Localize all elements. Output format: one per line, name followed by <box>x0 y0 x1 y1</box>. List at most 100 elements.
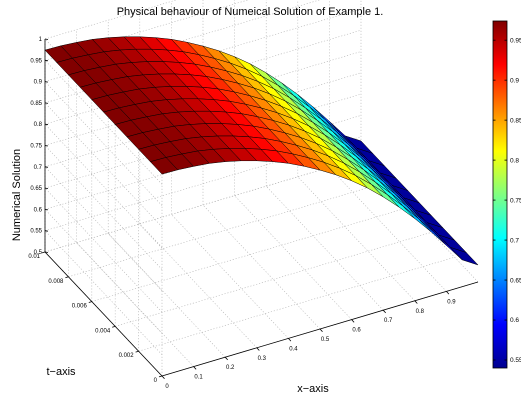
grid-line <box>44 72 362 168</box>
grid-line <box>44 102 163 228</box>
grid-line <box>44 157 362 253</box>
grid-line <box>234 195 352 320</box>
x-tick <box>193 366 197 370</box>
x-tick <box>256 347 260 351</box>
z-tick-label: 0.65 <box>30 186 42 192</box>
z-tick-label: 0.5 <box>34 250 43 256</box>
x-tick-label: 0.9 <box>447 299 456 305</box>
grid-line <box>297 176 416 302</box>
grid-line <box>115 232 432 327</box>
x-tick-label: 0.7 <box>384 318 393 324</box>
colorbar-tick-label: 0.65 <box>510 277 521 284</box>
z-tick-label: 0.95 <box>30 58 42 64</box>
y-tick <box>65 276 69 279</box>
z-tick-label: 0.75 <box>30 144 42 150</box>
x-tick <box>161 375 165 379</box>
chart-title: Physical behaviour of Numeical Solution … <box>117 6 384 18</box>
colorbar-tick-label: 0.9 <box>510 77 519 84</box>
grid-line <box>171 214 289 339</box>
y-tick <box>158 375 163 378</box>
grid-line <box>107 232 226 358</box>
grid-line <box>202 204 321 330</box>
grid-line <box>44 123 163 249</box>
x-tick-label: 0.6 <box>352 328 361 334</box>
colorbar-tick-label: 0.6 <box>510 317 519 324</box>
z-tick <box>44 209 49 211</box>
grid-line <box>44 145 163 270</box>
y-tick-label: 0.004 <box>95 328 111 334</box>
z-tick-label: 0.6 <box>34 207 43 213</box>
y-tick-label: 0.002 <box>119 353 135 359</box>
colorbar-tick-label: 0.7 <box>510 237 519 244</box>
y-tick <box>112 326 116 328</box>
grid-line <box>44 209 163 334</box>
grid-line <box>44 51 362 146</box>
grid-line <box>329 167 447 292</box>
z-tick <box>44 187 49 189</box>
axes-frame <box>41 38 479 379</box>
z-tick <box>44 59 49 62</box>
x-tick-label: 0.3 <box>258 356 267 362</box>
surface-plot <box>44 36 479 266</box>
y-tick <box>88 301 92 303</box>
z-tick-label: 0.7 <box>34 165 43 171</box>
grid-line <box>44 166 163 292</box>
z-tick <box>44 166 49 168</box>
grid-line <box>91 207 408 302</box>
surface-patch <box>450 247 479 266</box>
grid-line <box>44 187 163 313</box>
grid-line <box>44 81 163 206</box>
x-axis-label: x−axis <box>297 383 329 395</box>
z-tick-label: 0.55 <box>30 229 42 235</box>
x-tick <box>446 291 450 295</box>
tick-labels: 0 0.1 0.2 0.3 0.4 0.5 0.6 0.7 0.8 0.9 0 0.002 0.004 0… <box>28 37 456 390</box>
x-tick <box>319 328 323 332</box>
z-axis-label: Numerical Solution <box>11 149 23 241</box>
z-tick-label: 0.8 <box>34 122 43 128</box>
z-tick <box>44 38 49 40</box>
colorbar-tick-label: 0.85 <box>510 117 521 124</box>
colorbar-tick-label: 0.8 <box>510 157 519 164</box>
x-tick-label: 0 <box>165 384 169 390</box>
z-tick <box>44 251 49 253</box>
grid-line <box>44 136 362 231</box>
grid-line <box>265 185 384 311</box>
colorbar: 0.55 0.6 0.65 0.7 0.75 0.8 0.85 0.9 0.95 <box>492 20 521 369</box>
y-tick-label: 0 <box>154 378 158 384</box>
x-tick <box>288 338 292 342</box>
x-tick-label: 0.2 <box>226 365 235 371</box>
y-tick <box>135 350 139 353</box>
z-tick <box>44 145 49 147</box>
y-axis-label: t−axis <box>46 366 76 378</box>
colorbar-gradient <box>492 20 508 369</box>
grid-line <box>44 0 178 40</box>
grid-line <box>139 223 258 349</box>
z-tick-label: 0.9 <box>34 80 43 86</box>
colorbar-tick-label: 0.75 <box>510 197 521 204</box>
z-tick <box>44 102 49 104</box>
y-tick-label: 0.01 <box>28 254 40 260</box>
x-tick <box>382 309 386 314</box>
grid-line <box>44 93 362 189</box>
z-tick <box>44 123 49 126</box>
y-tick <box>41 251 46 254</box>
x-tick <box>414 300 418 304</box>
grid-line <box>68 182 385 278</box>
x-tick <box>224 356 228 361</box>
grid-line <box>44 60 163 185</box>
y-axis-line <box>44 251 163 377</box>
y-tick-label: 0.008 <box>48 279 64 285</box>
x-tick <box>351 319 355 323</box>
y-tick-label: 0.006 <box>72 304 88 310</box>
grid-line <box>44 115 362 210</box>
x-tick-label: 0.1 <box>194 375 203 381</box>
x-tick-label: 0.4 <box>289 346 298 352</box>
colorbar-tick-label: 0.95 <box>510 37 521 44</box>
z-tick <box>44 81 49 83</box>
grid-line <box>44 29 362 125</box>
z-tick-label: 1 <box>39 37 43 43</box>
x-tick-label: 0.8 <box>416 309 425 315</box>
z-tick-label: 0.85 <box>30 101 42 107</box>
grid-line <box>44 230 163 355</box>
